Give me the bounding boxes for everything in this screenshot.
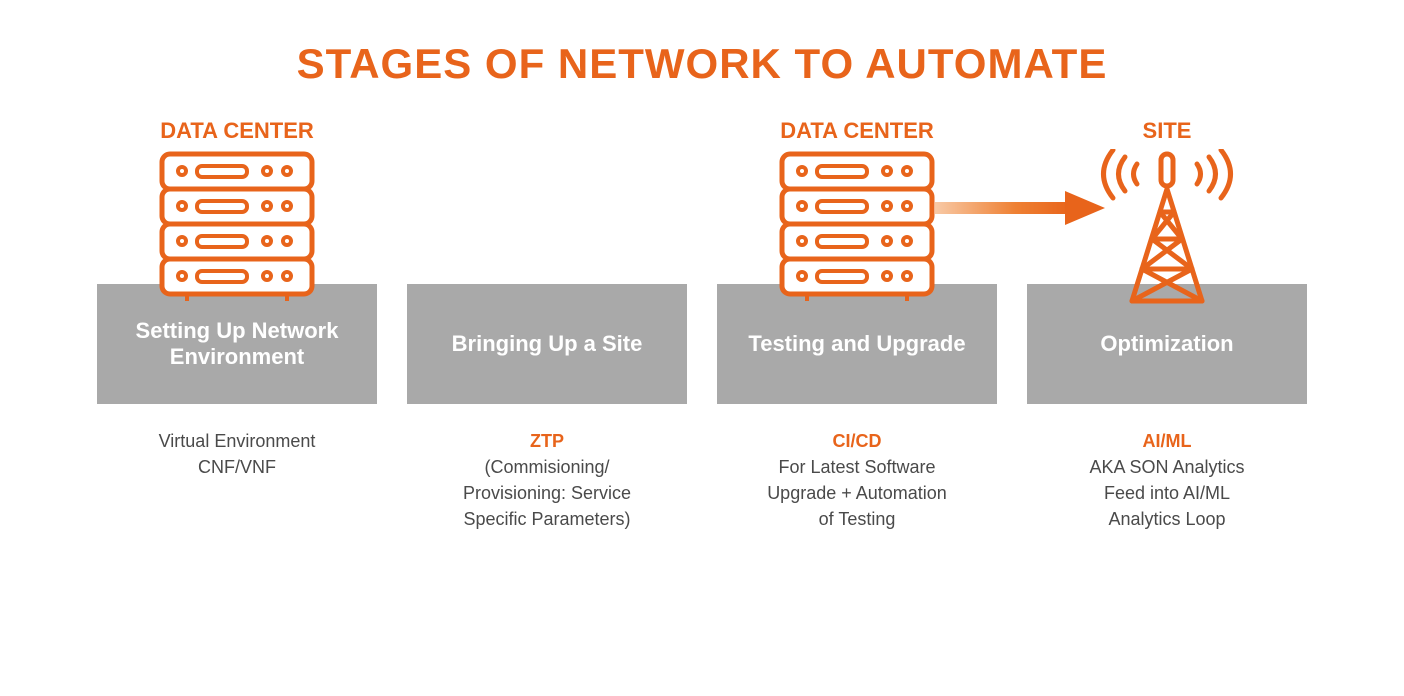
stage-2-caption: ZTP (Commisioning/Provisioning: ServiceS…: [463, 428, 631, 532]
stage-2-box: Bringing Up a Site: [407, 284, 687, 404]
diagram-title: STAGES OF NETWORK TO AUTOMATE: [80, 40, 1324, 88]
stage-3-caption-heading: CI/CD: [767, 428, 947, 454]
stage-3-header: DATA CENTER: [780, 118, 934, 146]
server-rack-icon: [772, 154, 942, 304]
stage-4-caption: AI/ML AKA SON AnalyticsFeed into AI/MLAn…: [1089, 428, 1244, 532]
stage-4-caption-body: AKA SON AnalyticsFeed into AI/MLAnalytic…: [1089, 454, 1244, 532]
stage-4-caption-heading: AI/ML: [1089, 428, 1244, 454]
stage-3-caption-body: For Latest SoftwareUpgrade + Automationo…: [767, 454, 947, 532]
stage-1: DATA CENTER Setting Up Network Enviro: [97, 118, 377, 480]
arrow-dc-to-site: [935, 187, 1105, 232]
stage-3-caption: CI/CD For Latest SoftwareUpgrade + Autom…: [767, 428, 947, 532]
stage-1-caption: Virtual EnvironmentCNF/VNF: [159, 428, 316, 480]
stage-2-caption-heading: ZTP: [463, 428, 631, 454]
stages-container: DATA CENTER Setting Up Network Enviro: [80, 118, 1324, 532]
stage-2-caption-body: (Commisioning/Provisioning: ServiceSpeci…: [463, 454, 631, 532]
stage-4: SITE: [1027, 118, 1307, 532]
stage-1-header: DATA CENTER: [160, 118, 314, 146]
server-rack-icon: [152, 154, 322, 304]
stage-2: Bringing Up a Site ZTP (Commisioning/Pro…: [407, 118, 687, 532]
stage-3: DATA CENTER Testing and Upgrade: [717, 118, 997, 532]
cell-tower-icon: [1082, 154, 1252, 304]
stage-4-header: SITE: [1143, 118, 1192, 146]
stage-1-caption-body: Virtual EnvironmentCNF/VNF: [159, 431, 316, 477]
